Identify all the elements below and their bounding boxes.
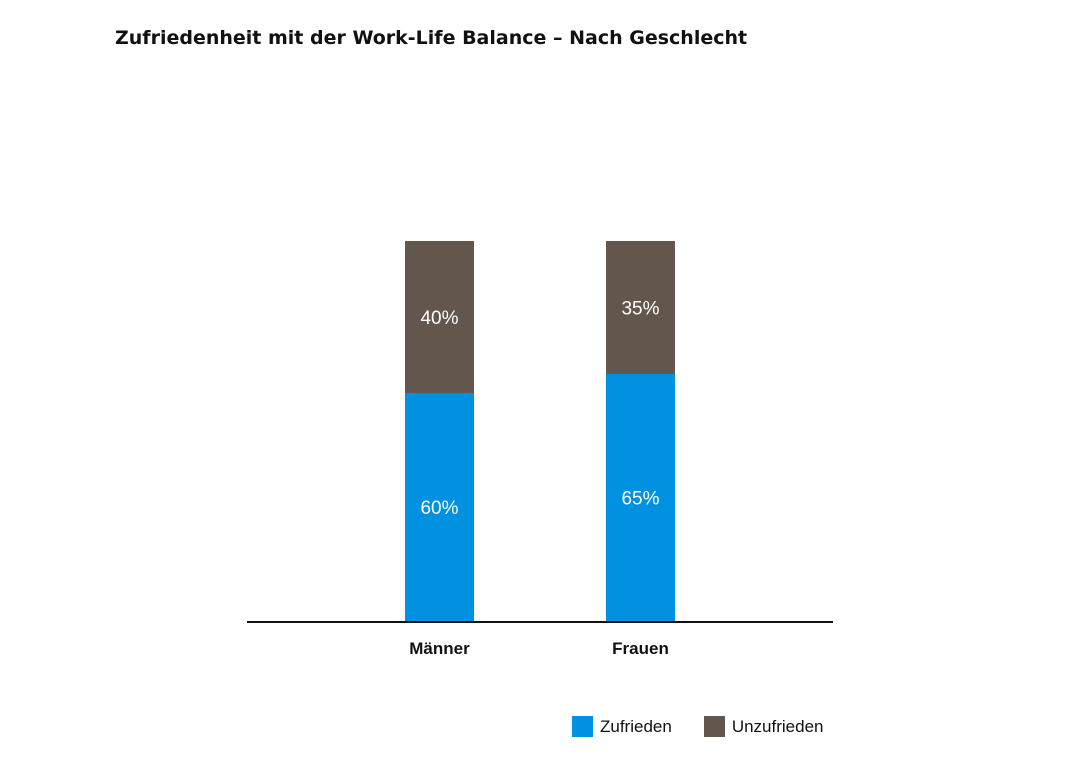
data-label-zufrieden-1: 65%	[621, 489, 659, 510]
bars-group: 60% 40% 65% 35%	[405, 241, 675, 621]
chart-title: Zufriedenheit mit der Work-Life Balance …	[115, 27, 748, 49]
bar-zufrieden-0	[405, 393, 474, 621]
bar-unzufrieden-1	[606, 241, 675, 374]
category-label-0: Männer	[409, 639, 470, 658]
legend-swatch-unzufrieden	[703, 716, 725, 737]
legend-item-unzufrieden: Unzufrieden	[703, 716, 824, 737]
legend-item-zufrieden: Zufrieden	[572, 716, 672, 737]
legend-label-zufrieden: Zufrieden	[600, 716, 672, 736]
legend: Zufrieden Unzufrieden	[572, 716, 824, 737]
data-label-unzufrieden-1: 35%	[621, 299, 659, 320]
category-labels-group: Männer Frauen	[409, 639, 669, 658]
bar-unzufrieden-0	[405, 241, 474, 393]
data-label-unzufrieden-0: 40%	[420, 308, 458, 329]
legend-swatch-zufrieden	[572, 716, 593, 737]
legend-label-unzufrieden: Unzufrieden	[731, 716, 824, 736]
data-label-zufrieden-0: 60%	[420, 498, 458, 519]
bar-zufrieden-1	[606, 374, 675, 621]
category-label-1: Frauen	[612, 639, 669, 658]
stacked-bar-chart: 60% 40% 65% 35% Männer Frauen	[247, 241, 833, 658]
